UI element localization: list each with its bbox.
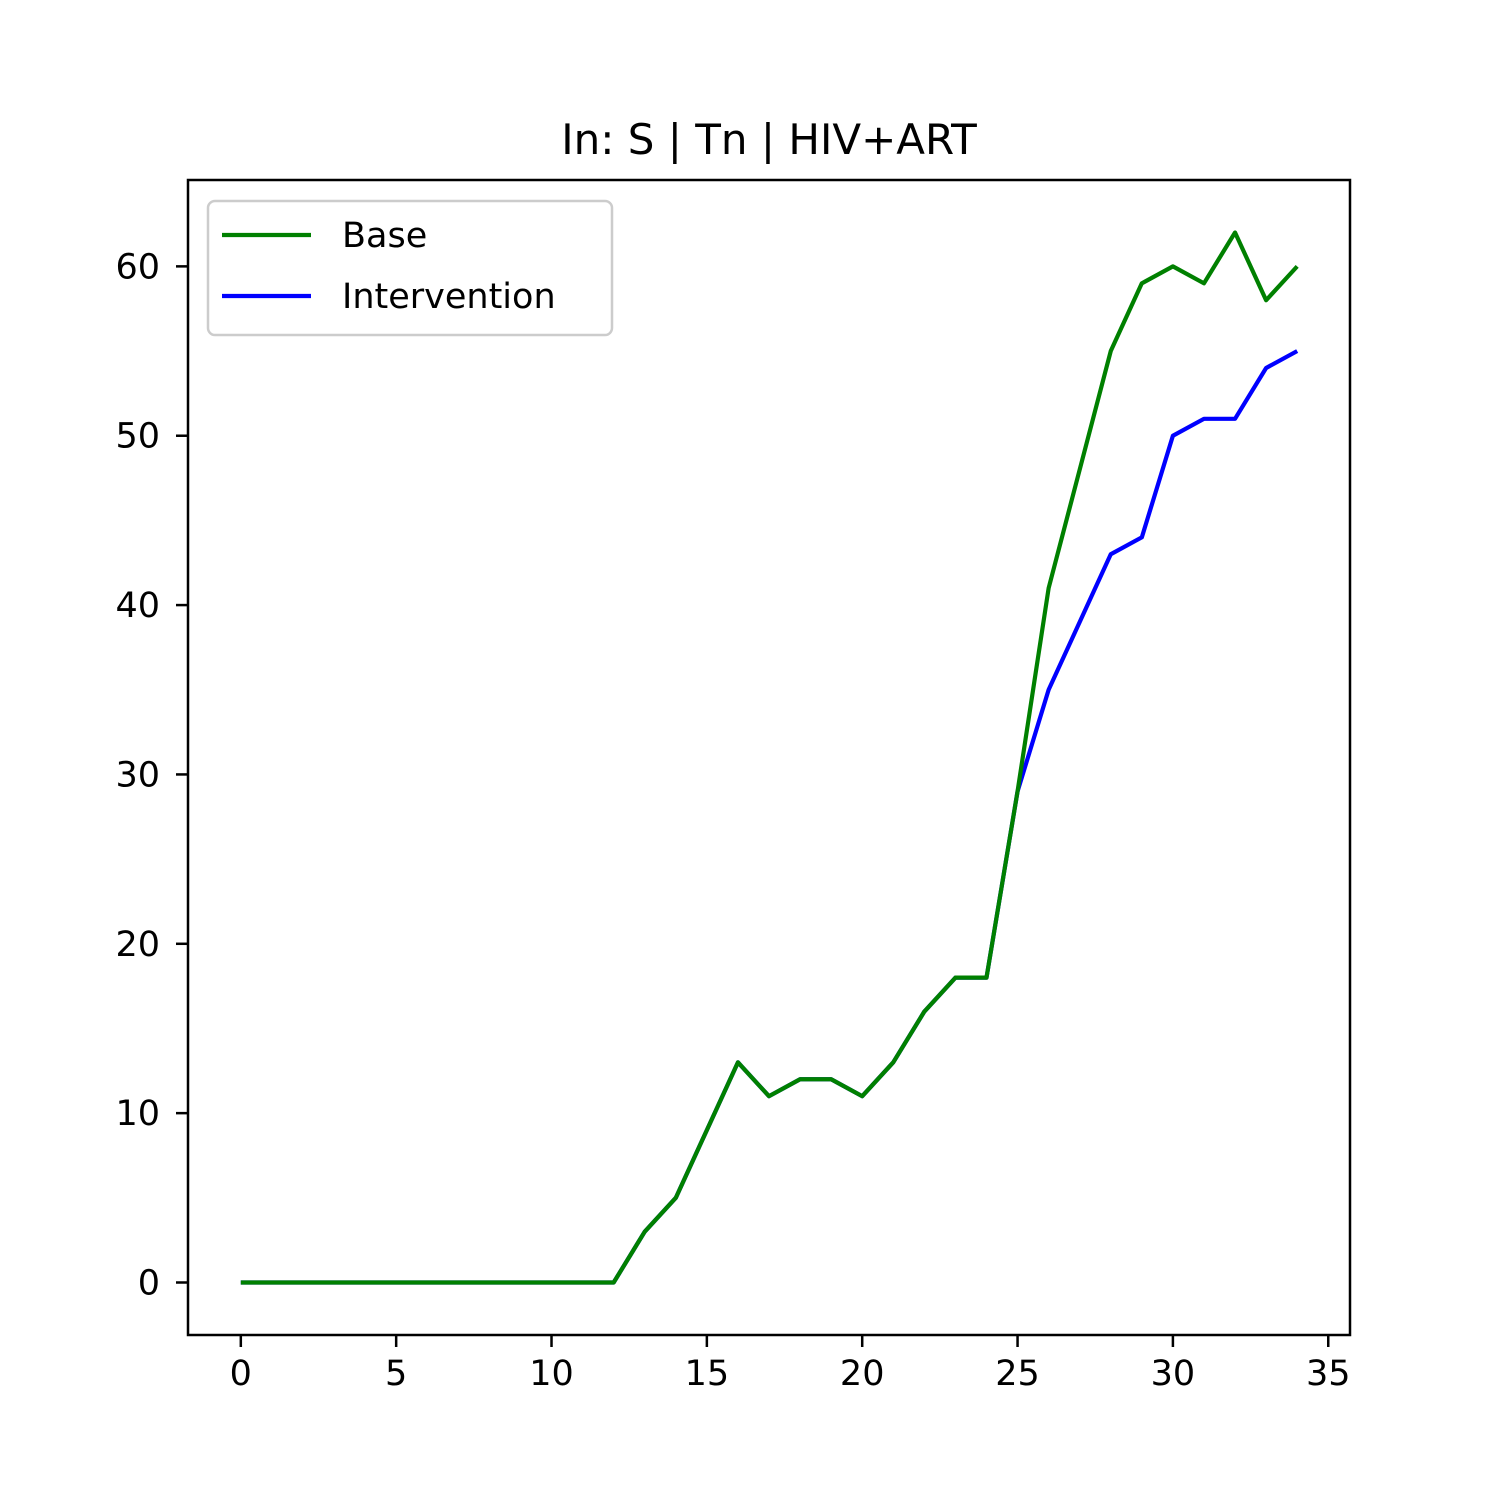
x-tick-label: 0 xyxy=(230,1354,252,1394)
legend-label-intervention: Intervention xyxy=(342,277,556,317)
x-tick-label: 15 xyxy=(685,1354,730,1394)
chart-title: In: S | Tn | HIV+ART xyxy=(561,115,977,164)
x-tick-label: 20 xyxy=(840,1354,885,1394)
y-tick-label: 20 xyxy=(115,925,160,965)
x-tick-label: 10 xyxy=(529,1354,574,1394)
axes-frame xyxy=(186,178,1352,1337)
series-line-base xyxy=(240,230,1299,1285)
y-tick-label: 40 xyxy=(115,586,160,626)
y-tick-label: 30 xyxy=(115,755,160,795)
x-tick-label: 5 xyxy=(385,1354,407,1394)
y-tick-label: 50 xyxy=(115,417,160,457)
x-tick-label: 25 xyxy=(995,1354,1040,1394)
legend: Base Intervention xyxy=(206,199,614,337)
y-tick-label: 0 xyxy=(138,1264,160,1304)
y-tick-label: 10 xyxy=(115,1094,160,1134)
axes: 0 5 10 15 20 25 30 35 0 10 20 30 40 50 60 xyxy=(115,178,1352,1394)
legend-label-base: Base xyxy=(342,216,427,256)
x-tick-label: 35 xyxy=(1306,1354,1351,1394)
plot-area xyxy=(240,230,1299,1285)
x-tick-label: 30 xyxy=(1151,1354,1196,1394)
y-tick-label: 60 xyxy=(115,247,160,287)
